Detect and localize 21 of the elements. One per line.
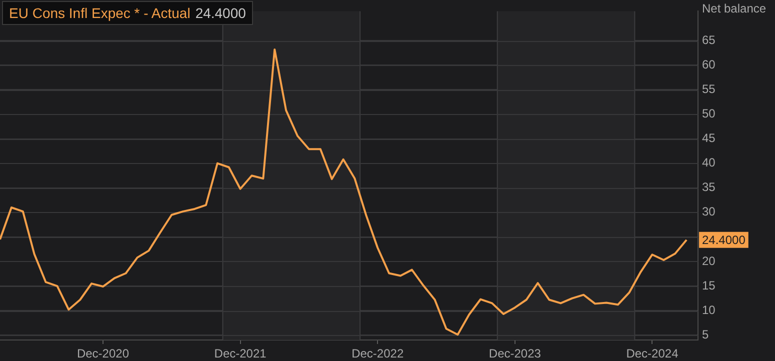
data-label: 24.4000 — [702, 233, 746, 248]
x-tick-label: Dec-2020 — [76, 346, 130, 361]
text: EU Cons Infl Expec * - Actual — [9, 5, 190, 21]
y-axis-title: Net balance — [702, 1, 766, 16]
y-tick-label: 55 — [702, 82, 716, 96]
y-tick-label: 20 — [702, 254, 716, 268]
y-tick-label: 35 — [702, 180, 716, 194]
y-tick-label: 15 — [702, 278, 716, 292]
y-tick-label: 40 — [702, 156, 716, 170]
text: 24.4000 — [195, 5, 246, 21]
x-tick-label: Dec-2021 — [214, 346, 267, 361]
y-tick-label: 60 — [702, 57, 716, 72]
y-tick-label: 50 — [702, 106, 716, 121]
y-tick-label: 65 — [702, 32, 716, 47]
y-tick-label: 30 — [702, 204, 716, 219]
y-tick-label: 5 — [702, 327, 709, 342]
y-tick-label: 10 — [702, 302, 716, 317]
y-tick-label: 45 — [702, 131, 716, 146]
x-tick-label: Dec-2023 — [488, 346, 542, 361]
x-tick-label: Dec-2022 — [352, 346, 404, 361]
x-tick-label: Dec-2024 — [626, 346, 679, 361]
